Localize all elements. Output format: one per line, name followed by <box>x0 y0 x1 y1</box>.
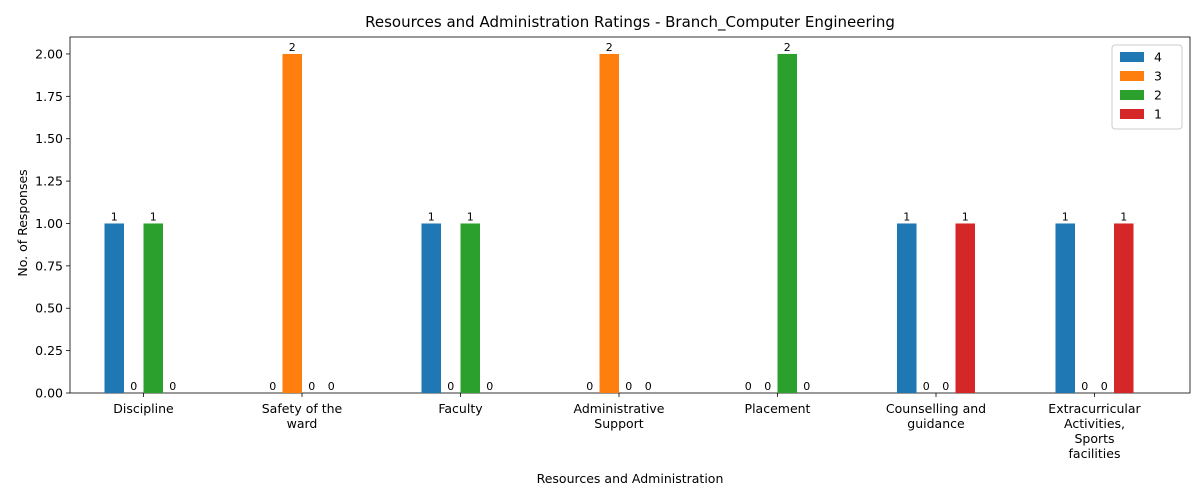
legend-frame <box>1111 44 1183 130</box>
data-label: 0 <box>447 380 454 393</box>
bar-2 <box>777 53 797 393</box>
y-tick-label: 1.25 <box>35 174 63 189</box>
data-label: 1 <box>903 210 910 223</box>
data-label: 1 <box>1120 210 1127 223</box>
y-tick-label: 0.75 <box>35 258 63 273</box>
data-label: 0 <box>169 380 176 393</box>
data-label: 1 <box>1062 210 1069 223</box>
y-tick-label: 1.75 <box>35 89 63 104</box>
legend-swatch-2 <box>1120 90 1144 100</box>
plot-frame <box>69 36 1191 394</box>
x-tick-label: Counselling and guidance <box>886 401 986 431</box>
y-tick-label: 0.00 <box>35 386 63 401</box>
y-tick-label: 1.00 <box>35 216 63 231</box>
legend-swatch-1 <box>1120 109 1144 119</box>
data-label: 1 <box>150 210 157 223</box>
legend-swatch-4 <box>1120 52 1144 62</box>
data-label: 0 <box>923 380 930 393</box>
data-label: 0 <box>130 380 137 393</box>
data-label: 0 <box>764 380 771 393</box>
bar-4 <box>1055 223 1075 393</box>
data-label: 0 <box>1081 380 1088 393</box>
data-label: 0 <box>625 380 632 393</box>
legend: 4 3 2 1 <box>1111 44 1183 130</box>
bar-4 <box>897 223 917 393</box>
bar-2 <box>460 223 480 393</box>
legend-label-2: 2 <box>1154 88 1162 103</box>
data-label: 0 <box>645 380 652 393</box>
x-tick-label: Discipline <box>113 401 174 416</box>
bar-3 <box>599 53 619 393</box>
x-tick-label: Placement <box>745 401 811 416</box>
data-label: 2 <box>606 41 613 54</box>
x-tick-label: Administrative Support <box>574 401 665 431</box>
legend-label-1: 1 <box>1154 107 1162 122</box>
data-label: 0 <box>328 380 335 393</box>
legend-label-4: 4 <box>1154 50 1162 65</box>
data-label: 0 <box>745 380 752 393</box>
chart-title: Resources and Administration Ratings - B… <box>365 13 895 32</box>
bar-1 <box>1114 223 1134 393</box>
bar-3 <box>282 53 302 393</box>
data-label: 1 <box>962 210 969 223</box>
data-label: 1 <box>428 210 435 223</box>
x-tick-label: Extracurricular Activities, Sports faciliti… <box>1048 401 1141 461</box>
legend-label-3: 3 <box>1154 69 1162 84</box>
bar-4 <box>421 223 441 393</box>
data-label: 0 <box>486 380 493 393</box>
data-label: 0 <box>269 380 276 393</box>
data-label: 1 <box>467 210 474 223</box>
x-tick-label: Faculty <box>438 401 483 416</box>
legend-swatch-3 <box>1120 71 1144 81</box>
data-label: 0 <box>942 380 949 393</box>
data-label: 2 <box>784 41 791 54</box>
data-label: 2 <box>289 41 296 54</box>
y-tick-label: 0.25 <box>35 343 63 358</box>
x-tick-label: Safety of the ward <box>262 401 343 431</box>
data-label: 0 <box>1101 380 1108 393</box>
y-tick-label: 1.50 <box>35 131 63 146</box>
bar-2 <box>143 223 163 393</box>
data-label: 1 <box>111 210 118 223</box>
plot-area: 0.00 0.25 0.50 0.75 1.00 1.25 1.50 1.75 2.00 1 0 1 0… <box>35 36 1191 461</box>
y-tick-label: 0.50 <box>35 301 63 316</box>
bar-1 <box>955 223 975 393</box>
x-axis-label: Resources and Administration <box>537 471 724 486</box>
y-tick-label: 2.00 <box>35 46 63 61</box>
y-axis-label: No. of Responses <box>15 169 30 276</box>
data-label: 0 <box>803 380 810 393</box>
data-label: 0 <box>586 380 593 393</box>
bar-4 <box>104 223 124 393</box>
data-label: 0 <box>308 380 315 393</box>
